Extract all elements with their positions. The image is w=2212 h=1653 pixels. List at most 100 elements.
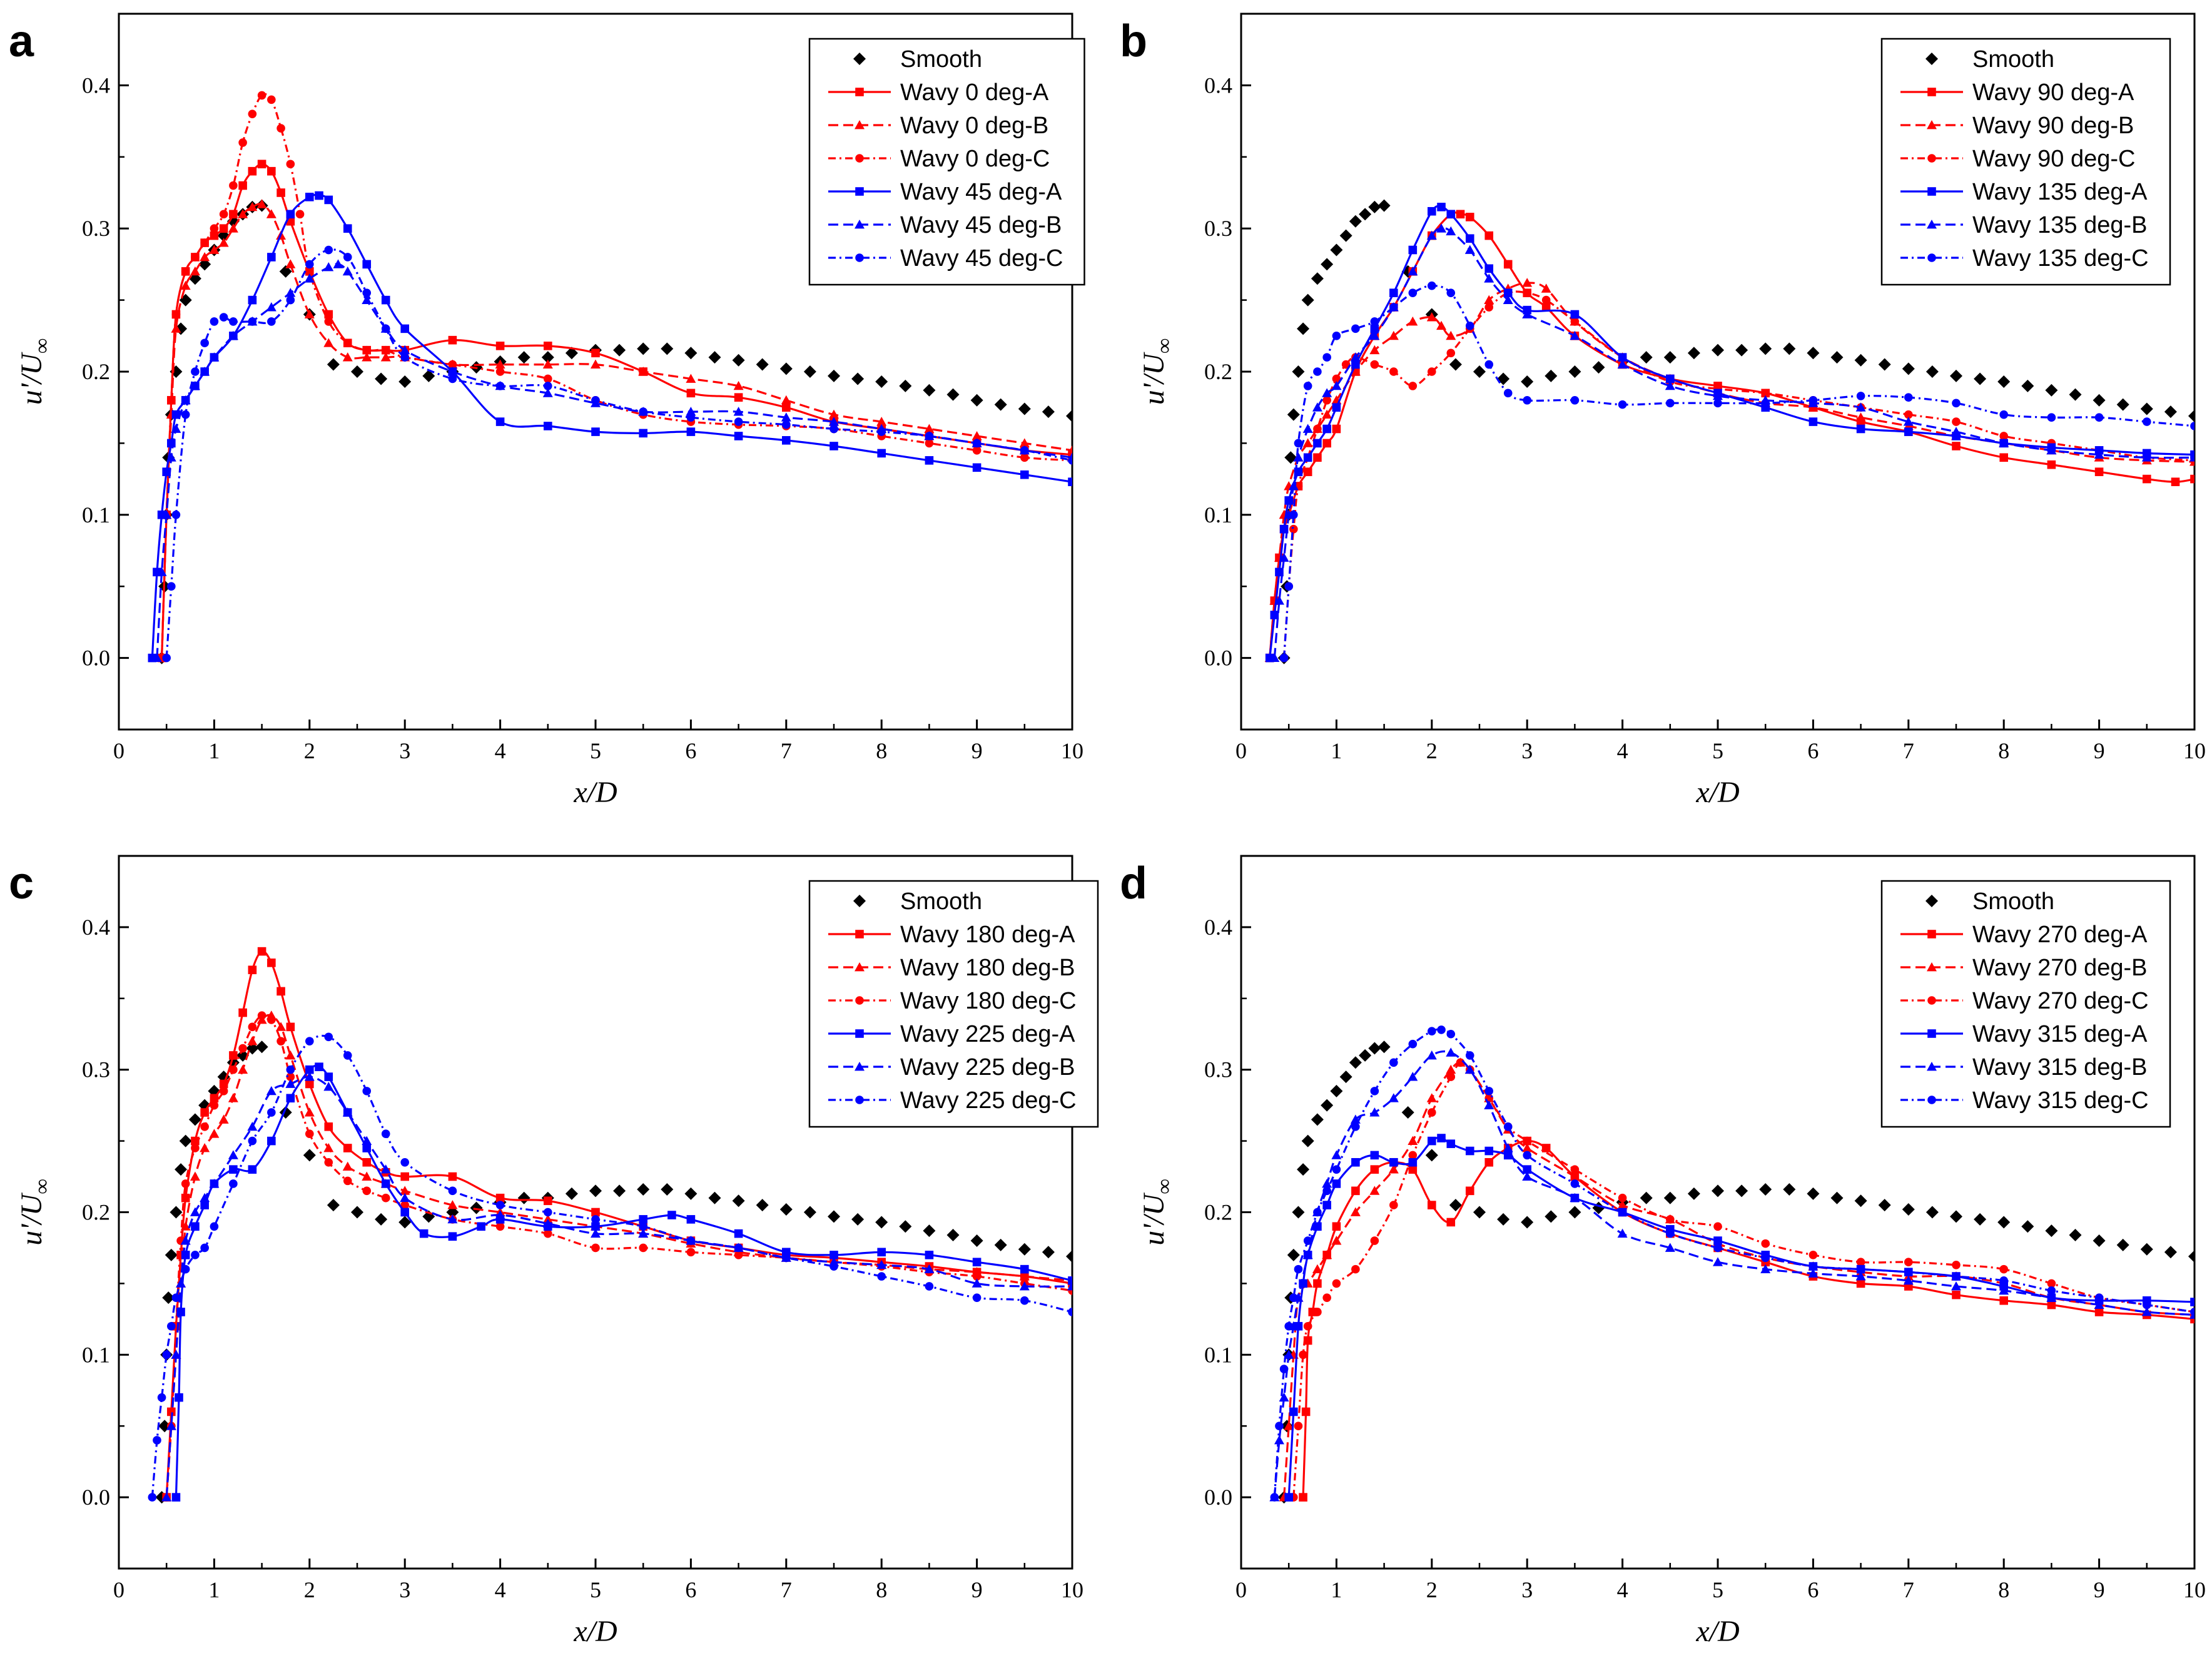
data-point (343, 224, 352, 233)
data-point (228, 1150, 238, 1159)
data-point (1521, 1216, 1534, 1229)
legend-label: Wavy 0 deg-C (900, 146, 1050, 172)
data-point (219, 1079, 228, 1089)
legend-marker (855, 187, 864, 196)
x-tick-label: 9 (2094, 1577, 2105, 1602)
x-tick-label: 3 (1521, 738, 1533, 763)
data-point (1617, 359, 1628, 369)
data-point (1370, 324, 1379, 333)
data-point (1856, 424, 1865, 434)
data-point (1446, 1029, 1456, 1039)
data-point (2171, 477, 2180, 486)
data-point (1446, 1072, 1456, 1081)
data-point (639, 407, 647, 416)
data-point (830, 1262, 838, 1271)
series-wavy-45-deg-b (151, 259, 1072, 662)
data-point (1301, 1134, 1314, 1147)
data-point (1274, 596, 1284, 605)
data-point (1279, 1365, 1289, 1373)
data-point (181, 1264, 190, 1274)
data-point (1446, 330, 1456, 340)
data-point (851, 372, 865, 385)
data-point (2046, 445, 2057, 455)
data-point (362, 1136, 372, 1145)
data-point (1570, 1165, 1580, 1174)
data-point (1436, 223, 1447, 233)
data-point (1666, 1215, 1675, 1224)
data-point (1332, 1179, 1341, 1188)
legend-marker (1927, 1062, 1937, 1071)
y-axis-title: u'/U∞ (15, 338, 54, 405)
panel-letter: d (1120, 858, 1147, 908)
series-line (1282, 290, 2194, 658)
legend-label: Wavy 180 deg-C (900, 988, 1077, 1014)
data-point (219, 313, 228, 322)
x-tick-label: 4 (495, 738, 506, 763)
data-point (1465, 1051, 1474, 1060)
data-point (1618, 353, 1627, 362)
data-point (495, 1210, 505, 1219)
series-wavy-225-deg-c (148, 1032, 1072, 1502)
data-point (1902, 1203, 1915, 1216)
y-tick-label: 0.3 (82, 216, 110, 241)
x-tick-label: 0 (1235, 738, 1247, 763)
data-point (238, 138, 247, 147)
data-point (732, 1194, 745, 1208)
data-point (1830, 1191, 1844, 1204)
x-tick-label: 2 (1426, 738, 1438, 763)
legend-label: Wavy 270 deg-A (1972, 922, 2148, 948)
data-point (2047, 460, 2056, 469)
data-point (1370, 317, 1379, 326)
data-point (1068, 1276, 1072, 1285)
data-point (1436, 320, 1447, 330)
data-point (1408, 1039, 1418, 1049)
data-point (686, 427, 696, 436)
data-point (209, 1129, 220, 1138)
data-point (148, 1493, 157, 1502)
y-tick-label: 0.1 (82, 502, 110, 527)
data-point (156, 567, 167, 576)
data-point (1068, 1308, 1072, 1316)
data-point (323, 1082, 334, 1091)
data-point (1713, 1222, 1722, 1231)
data-point (324, 1072, 333, 1081)
data-point (209, 1178, 220, 1188)
data-point (1570, 1179, 1580, 1188)
legend-marker (1927, 120, 1937, 130)
series-line (1269, 282, 2194, 658)
data-point (248, 109, 257, 118)
data-point (324, 317, 333, 326)
data-point (1297, 1163, 1310, 1176)
data-point (267, 95, 276, 104)
data-point (1878, 1199, 1891, 1212)
data-point (229, 1165, 238, 1174)
data-point (342, 352, 353, 362)
data-point (191, 367, 200, 376)
data-point (1350, 367, 1361, 376)
x-tick-label: 7 (1903, 738, 1914, 763)
data-point (1067, 1281, 1072, 1291)
data-point (1523, 1165, 1531, 1174)
data-point (2093, 1234, 2106, 1248)
data-point (1952, 1290, 1961, 1300)
legend-item: Wavy 45 deg-B (828, 212, 1062, 238)
data-point (1503, 260, 1513, 269)
data-point (1464, 1064, 1475, 1074)
data-point (400, 1208, 409, 1217)
data-point (1999, 453, 2008, 462)
data-point (381, 295, 390, 305)
data-point (972, 1278, 982, 1288)
data-point (1570, 395, 1580, 405)
data-point (1388, 1093, 1399, 1102)
legend-marker (855, 120, 865, 130)
data-point (1359, 1049, 1372, 1062)
data-point (591, 348, 600, 358)
data-point (1903, 1275, 1914, 1285)
series-group (148, 91, 1072, 664)
data-point (779, 362, 793, 375)
data-point (1018, 402, 1031, 415)
data-point (1312, 1264, 1322, 1274)
data-point (303, 1149, 316, 1162)
data-point (1303, 1236, 1312, 1245)
